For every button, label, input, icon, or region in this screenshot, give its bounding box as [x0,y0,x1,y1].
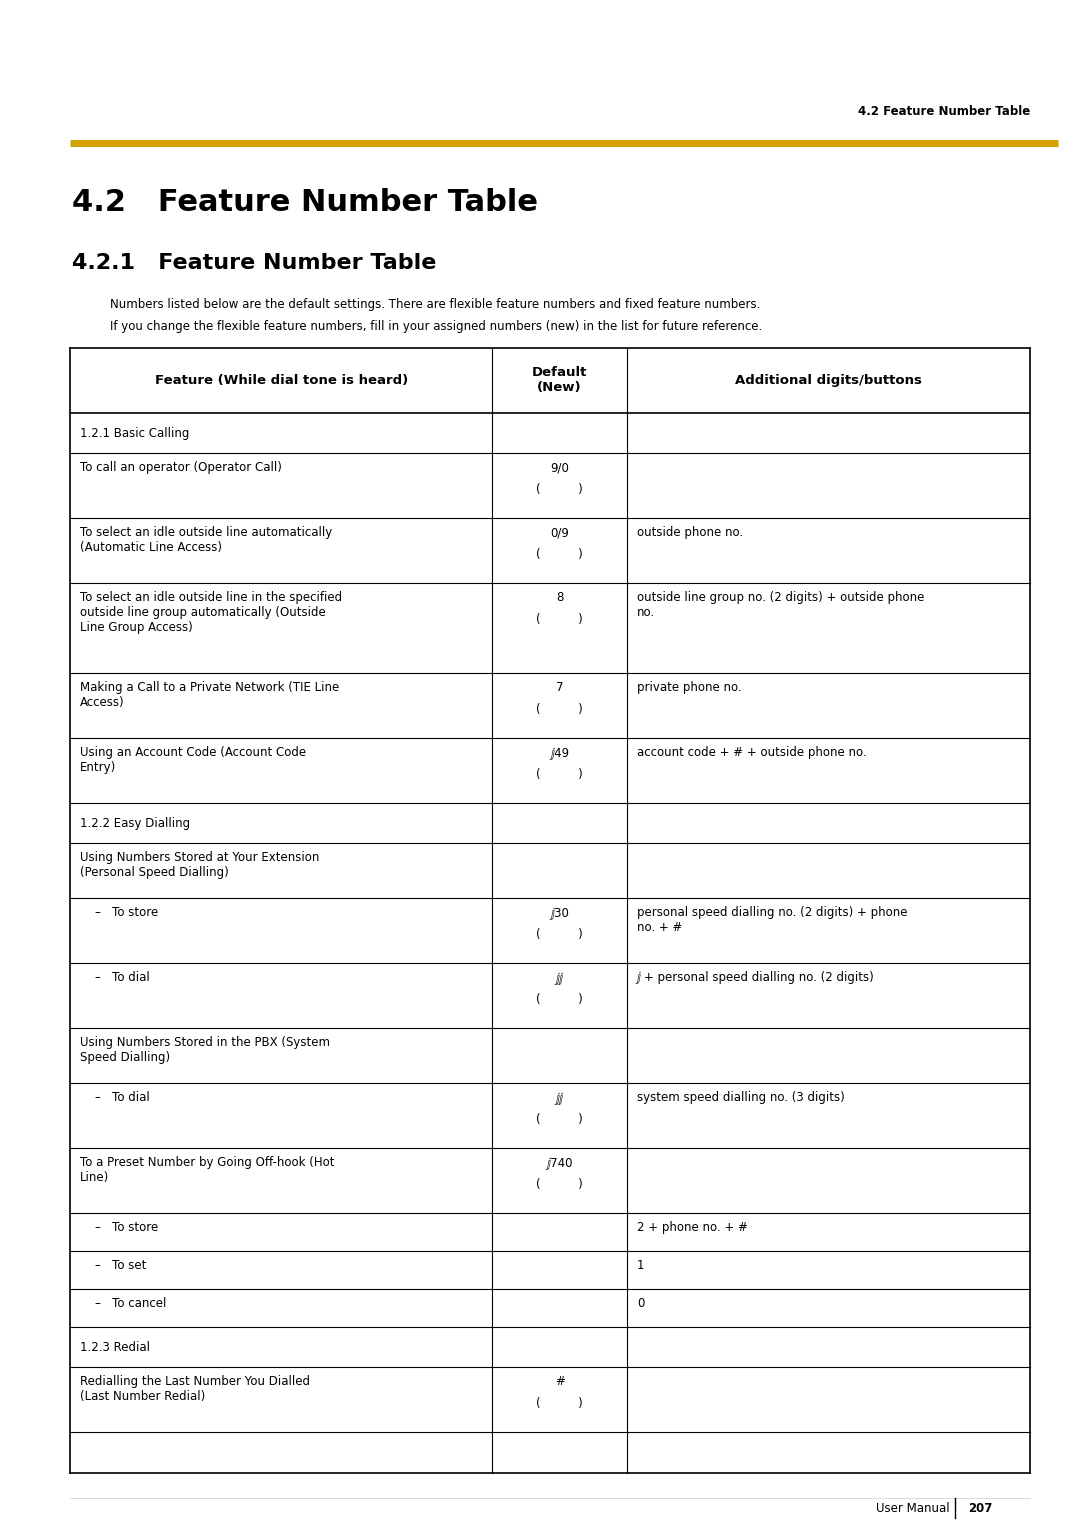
Text: outside line group no. (2 digits) + outside phone
no.: outside line group no. (2 digits) + outs… [637,591,924,619]
Text: –   To dial: – To dial [80,970,150,984]
Text: ⅉⅉ: ⅉⅉ [555,1091,564,1105]
Text: Using an Account Code (Account Code
Entry): Using an Account Code (Account Code Entr… [80,746,306,775]
Text: 0: 0 [637,1297,644,1309]
Text: Making a Call to a Private Network (TIE Line
Access): Making a Call to a Private Network (TIE … [80,681,339,709]
Text: 4.2.1   Feature Number Table: 4.2.1 Feature Number Table [72,254,436,274]
Text: Numbers listed below are the default settings. There are flexible feature number: Numbers listed below are the default set… [110,298,760,312]
Text: (          ): ( ) [537,1178,583,1190]
Text: 7: 7 [556,681,564,694]
Text: outside phone no.: outside phone no. [637,526,743,539]
Text: User Manual: User Manual [876,1502,950,1514]
Text: –   To cancel: – To cancel [80,1297,166,1309]
Text: 1.2.3 Redial: 1.2.3 Redial [80,1340,150,1354]
Text: (          ): ( ) [537,769,583,781]
Text: If you change the flexible feature numbers, fill in your assigned numbers (new) : If you change the flexible feature numbe… [110,319,762,333]
Text: system speed dialling no. (3 digits): system speed dialling no. (3 digits) [637,1091,845,1105]
Text: (          ): ( ) [537,613,583,626]
Text: ⅉⅉ: ⅉⅉ [555,970,564,984]
Text: To call an operator (Operator Call): To call an operator (Operator Call) [80,461,282,474]
Text: To a Preset Number by Going Off-hook (Hot
Line): To a Preset Number by Going Off-hook (Ho… [80,1157,335,1184]
Text: ⅉ49: ⅉ49 [550,746,569,759]
Text: account code + # + outside phone no.: account code + # + outside phone no. [637,746,866,759]
Text: Using Numbers Stored in the PBX (System
Speed Dialling): Using Numbers Stored in the PBX (System … [80,1036,330,1063]
Text: personal speed dialling no. (2 digits) + phone
no. + #: personal speed dialling no. (2 digits) +… [637,906,907,934]
Text: (          ): ( ) [537,549,583,561]
Text: –   To dial: – To dial [80,1091,150,1105]
Text: private phone no.: private phone no. [637,681,742,694]
Text: –   To store: – To store [80,1221,159,1235]
Text: (          ): ( ) [537,927,583,941]
Text: –   To set: – To set [80,1259,147,1271]
Text: Feature (While dial tone is heard): Feature (While dial tone is heard) [154,374,408,387]
Text: (          ): ( ) [537,1112,583,1126]
Text: To select an idle outside line automatically
(Automatic Line Access): To select an idle outside line automatic… [80,526,333,555]
Text: 1.2.1 Basic Calling: 1.2.1 Basic Calling [80,426,189,440]
Text: (          ): ( ) [537,483,583,497]
Text: (          ): ( ) [537,1397,583,1410]
Text: 4.2 Feature Number Table: 4.2 Feature Number Table [858,105,1030,118]
Text: Additional digits/buttons: Additional digits/buttons [735,374,922,387]
Text: Redialling the Last Number You Dialled
(Last Number Redial): Redialling the Last Number You Dialled (… [80,1375,310,1403]
Text: 207: 207 [968,1502,993,1514]
Text: (          ): ( ) [537,993,583,1005]
Text: 4.2   Feature Number Table: 4.2 Feature Number Table [72,188,538,217]
Text: #: # [555,1375,565,1387]
Text: 1.2.2 Easy Dialling: 1.2.2 Easy Dialling [80,816,190,830]
Text: Default
(New): Default (New) [532,367,588,394]
Text: ⅉ + personal speed dialling no. (2 digits): ⅉ + personal speed dialling no. (2 digit… [637,970,875,984]
Text: 9/0: 9/0 [550,461,569,474]
Text: ⅉ30: ⅉ30 [550,906,569,918]
Text: To select an idle outside line in the specified
outside line group automatically: To select an idle outside line in the sp… [80,591,342,634]
Text: (          ): ( ) [537,703,583,717]
Text: 0/9: 0/9 [550,526,569,539]
Text: 1: 1 [637,1259,645,1271]
Text: 2 + phone no. + #: 2 + phone no. + # [637,1221,747,1235]
Text: Using Numbers Stored at Your Extension
(Personal Speed Dialling): Using Numbers Stored at Your Extension (… [80,851,320,879]
Text: –   To store: – To store [80,906,159,918]
Text: 8: 8 [556,591,564,604]
Text: ⅉ740: ⅉ740 [546,1157,572,1169]
